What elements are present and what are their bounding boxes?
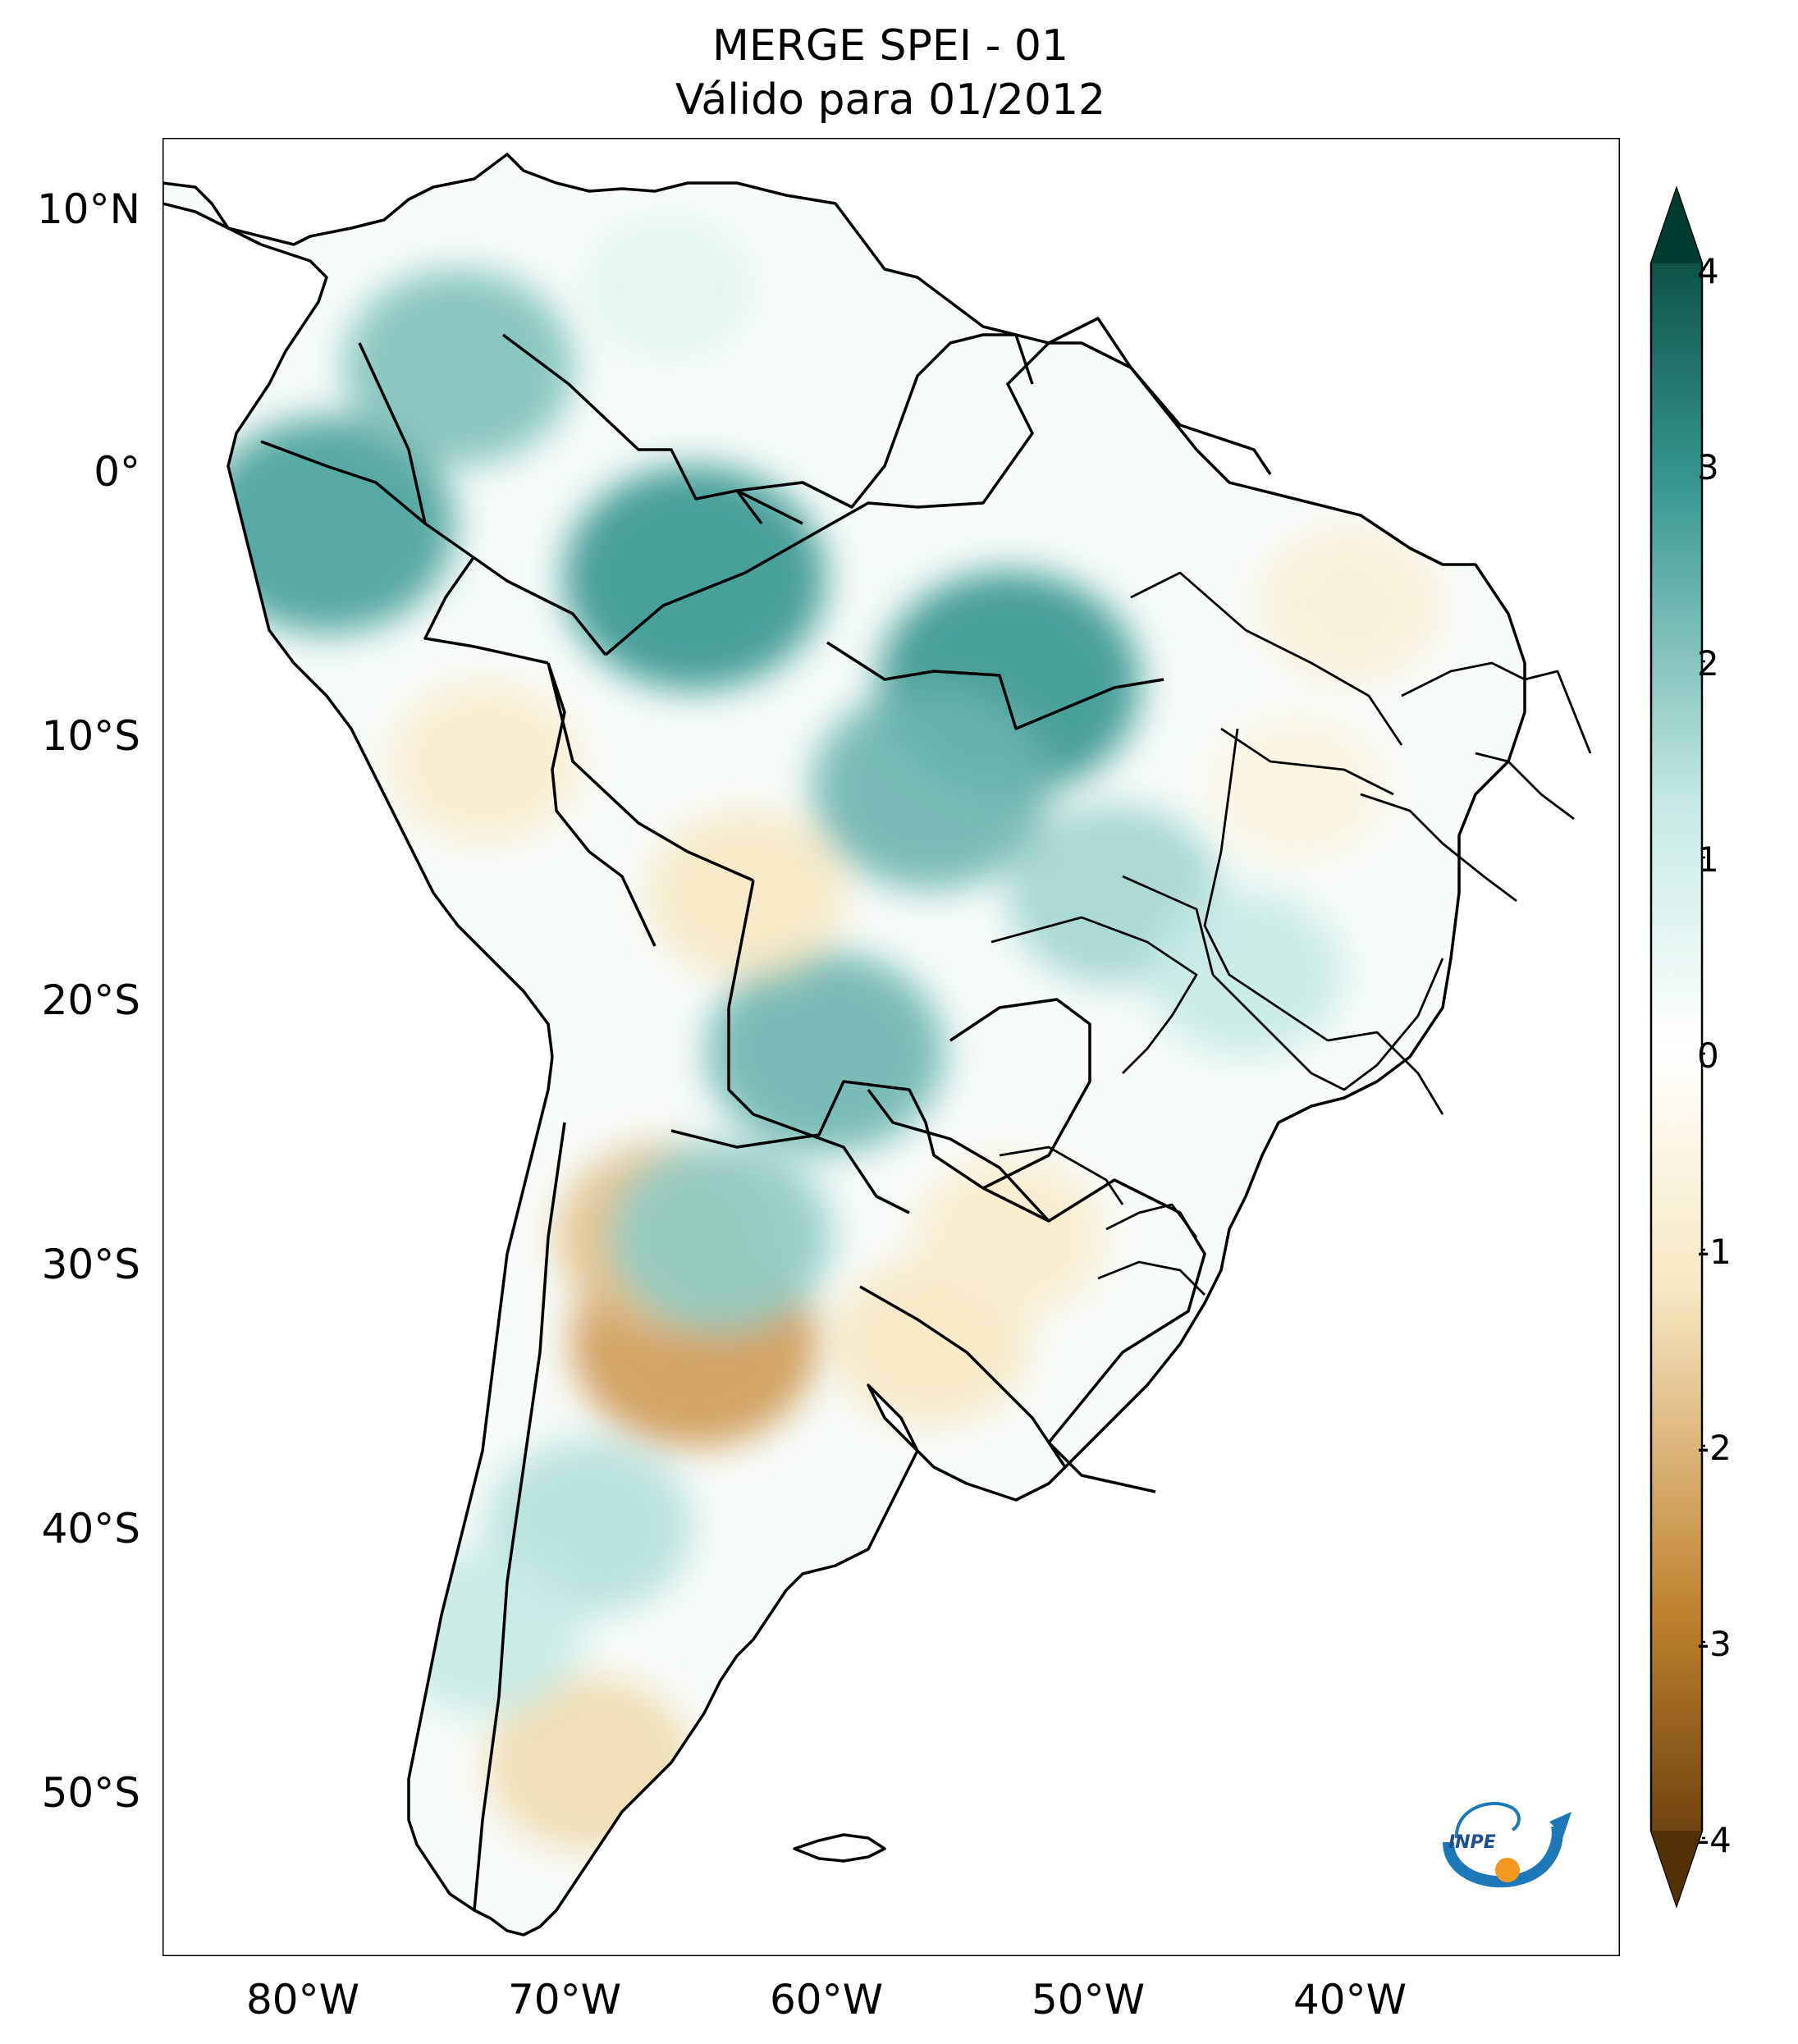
spei-region-12	[914, 1157, 1104, 1317]
border-paraguay-uruguay	[859, 998, 1091, 1468]
border-peru-bolivia	[423, 555, 910, 1214]
lat-tick-10n: 10°N	[36, 185, 140, 233]
spei-region-4	[811, 688, 1050, 890]
colorbar-tick-3: 3	[1697, 447, 1719, 487]
colorbar-tick-2: 2	[1697, 643, 1719, 684]
coastline	[162, 153, 1526, 1937]
inpe-logo: INPE	[1443, 1802, 1572, 1888]
colorbar-tick-neg4: -4	[1697, 1820, 1732, 1860]
border-brazil	[547, 317, 1272, 1493]
spei-region-2	[343, 269, 574, 465]
border-venezuela-guyana	[501, 333, 1034, 525]
map-subtitle: Válido para 01/2012	[675, 75, 1106, 125]
spei-region-1	[200, 417, 455, 634]
lat-tick-0: 0°	[94, 448, 140, 496]
lat-tick-20s: 20°S	[41, 976, 140, 1024]
spei-region-7	[1146, 890, 1344, 1057]
spei-region-15	[648, 811, 846, 977]
spei-region-16	[390, 683, 579, 843]
lon-tick-60w: 60°W	[769, 1976, 884, 2023]
inpe-logo-text: INPE	[1448, 1832, 1496, 1853]
border-brazil-states	[991, 571, 1592, 1296]
spei-region-10	[1260, 528, 1440, 681]
map-title: MERGE SPEI - 01	[711, 21, 1069, 71]
lon-tick-70w: 70°W	[507, 1976, 622, 2023]
colorbar-tick-4: 4	[1697, 251, 1719, 291]
lon-tick-80w: 80°W	[245, 1976, 360, 2023]
lat-tick-10s: 10°S	[41, 712, 140, 760]
colorbar-tick-neg2: -2	[1697, 1428, 1732, 1468]
colorbar-extend-lower	[1651, 1831, 1702, 1905]
map-plot-area[interactable]	[162, 138, 1620, 1956]
spei-region-9	[1211, 716, 1384, 862]
colorbar	[1649, 185, 1705, 1909]
spei-region-20	[610, 1142, 832, 1332]
lon-tick-40w: 40°W	[1292, 1976, 1407, 2023]
spei-region-8	[582, 216, 755, 361]
border-falklands	[793, 1833, 886, 1863]
lat-tick-30s: 30°S	[41, 1241, 140, 1288]
colorbar-tick-0: 0	[1697, 1036, 1719, 1076]
colorbar-extend-upper	[1651, 189, 1702, 263]
colorbar-body	[1649, 185, 1704, 1909]
spei-region-6	[707, 951, 945, 1154]
colorbar-tick-1: 1	[1697, 839, 1719, 880]
colorbar-tick-neg3: -3	[1697, 1624, 1732, 1664]
lon-tick-50w: 50°W	[1031, 1976, 1146, 2023]
lat-tick-50s: 50°S	[41, 1769, 140, 1817]
colorbar-tick-neg1: -1	[1697, 1232, 1732, 1272]
border-argentina-chile	[473, 1080, 1050, 1911]
lat-tick-40s: 40°S	[41, 1505, 140, 1552]
border-colombia-ecuador-peru	[260, 342, 607, 656]
